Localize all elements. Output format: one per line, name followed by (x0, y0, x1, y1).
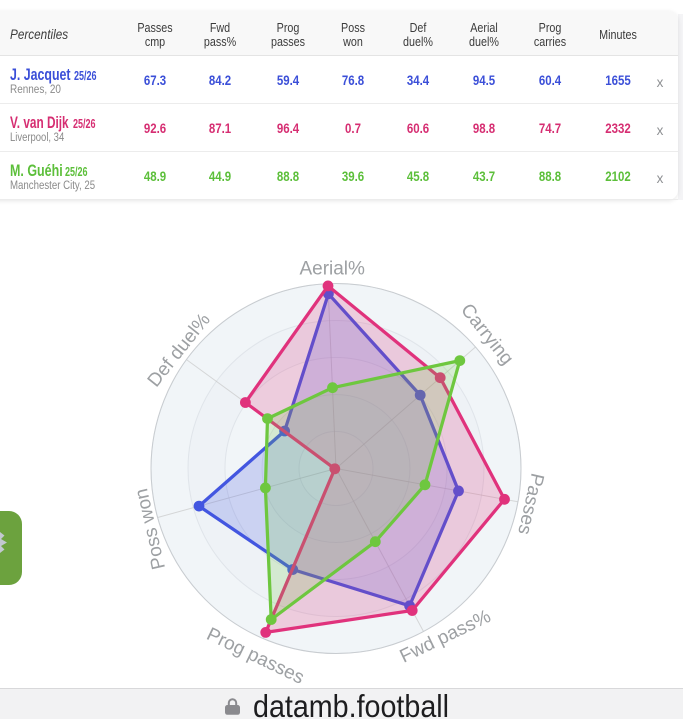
svg-text:Aerial%: Aerial% (299, 259, 365, 280)
